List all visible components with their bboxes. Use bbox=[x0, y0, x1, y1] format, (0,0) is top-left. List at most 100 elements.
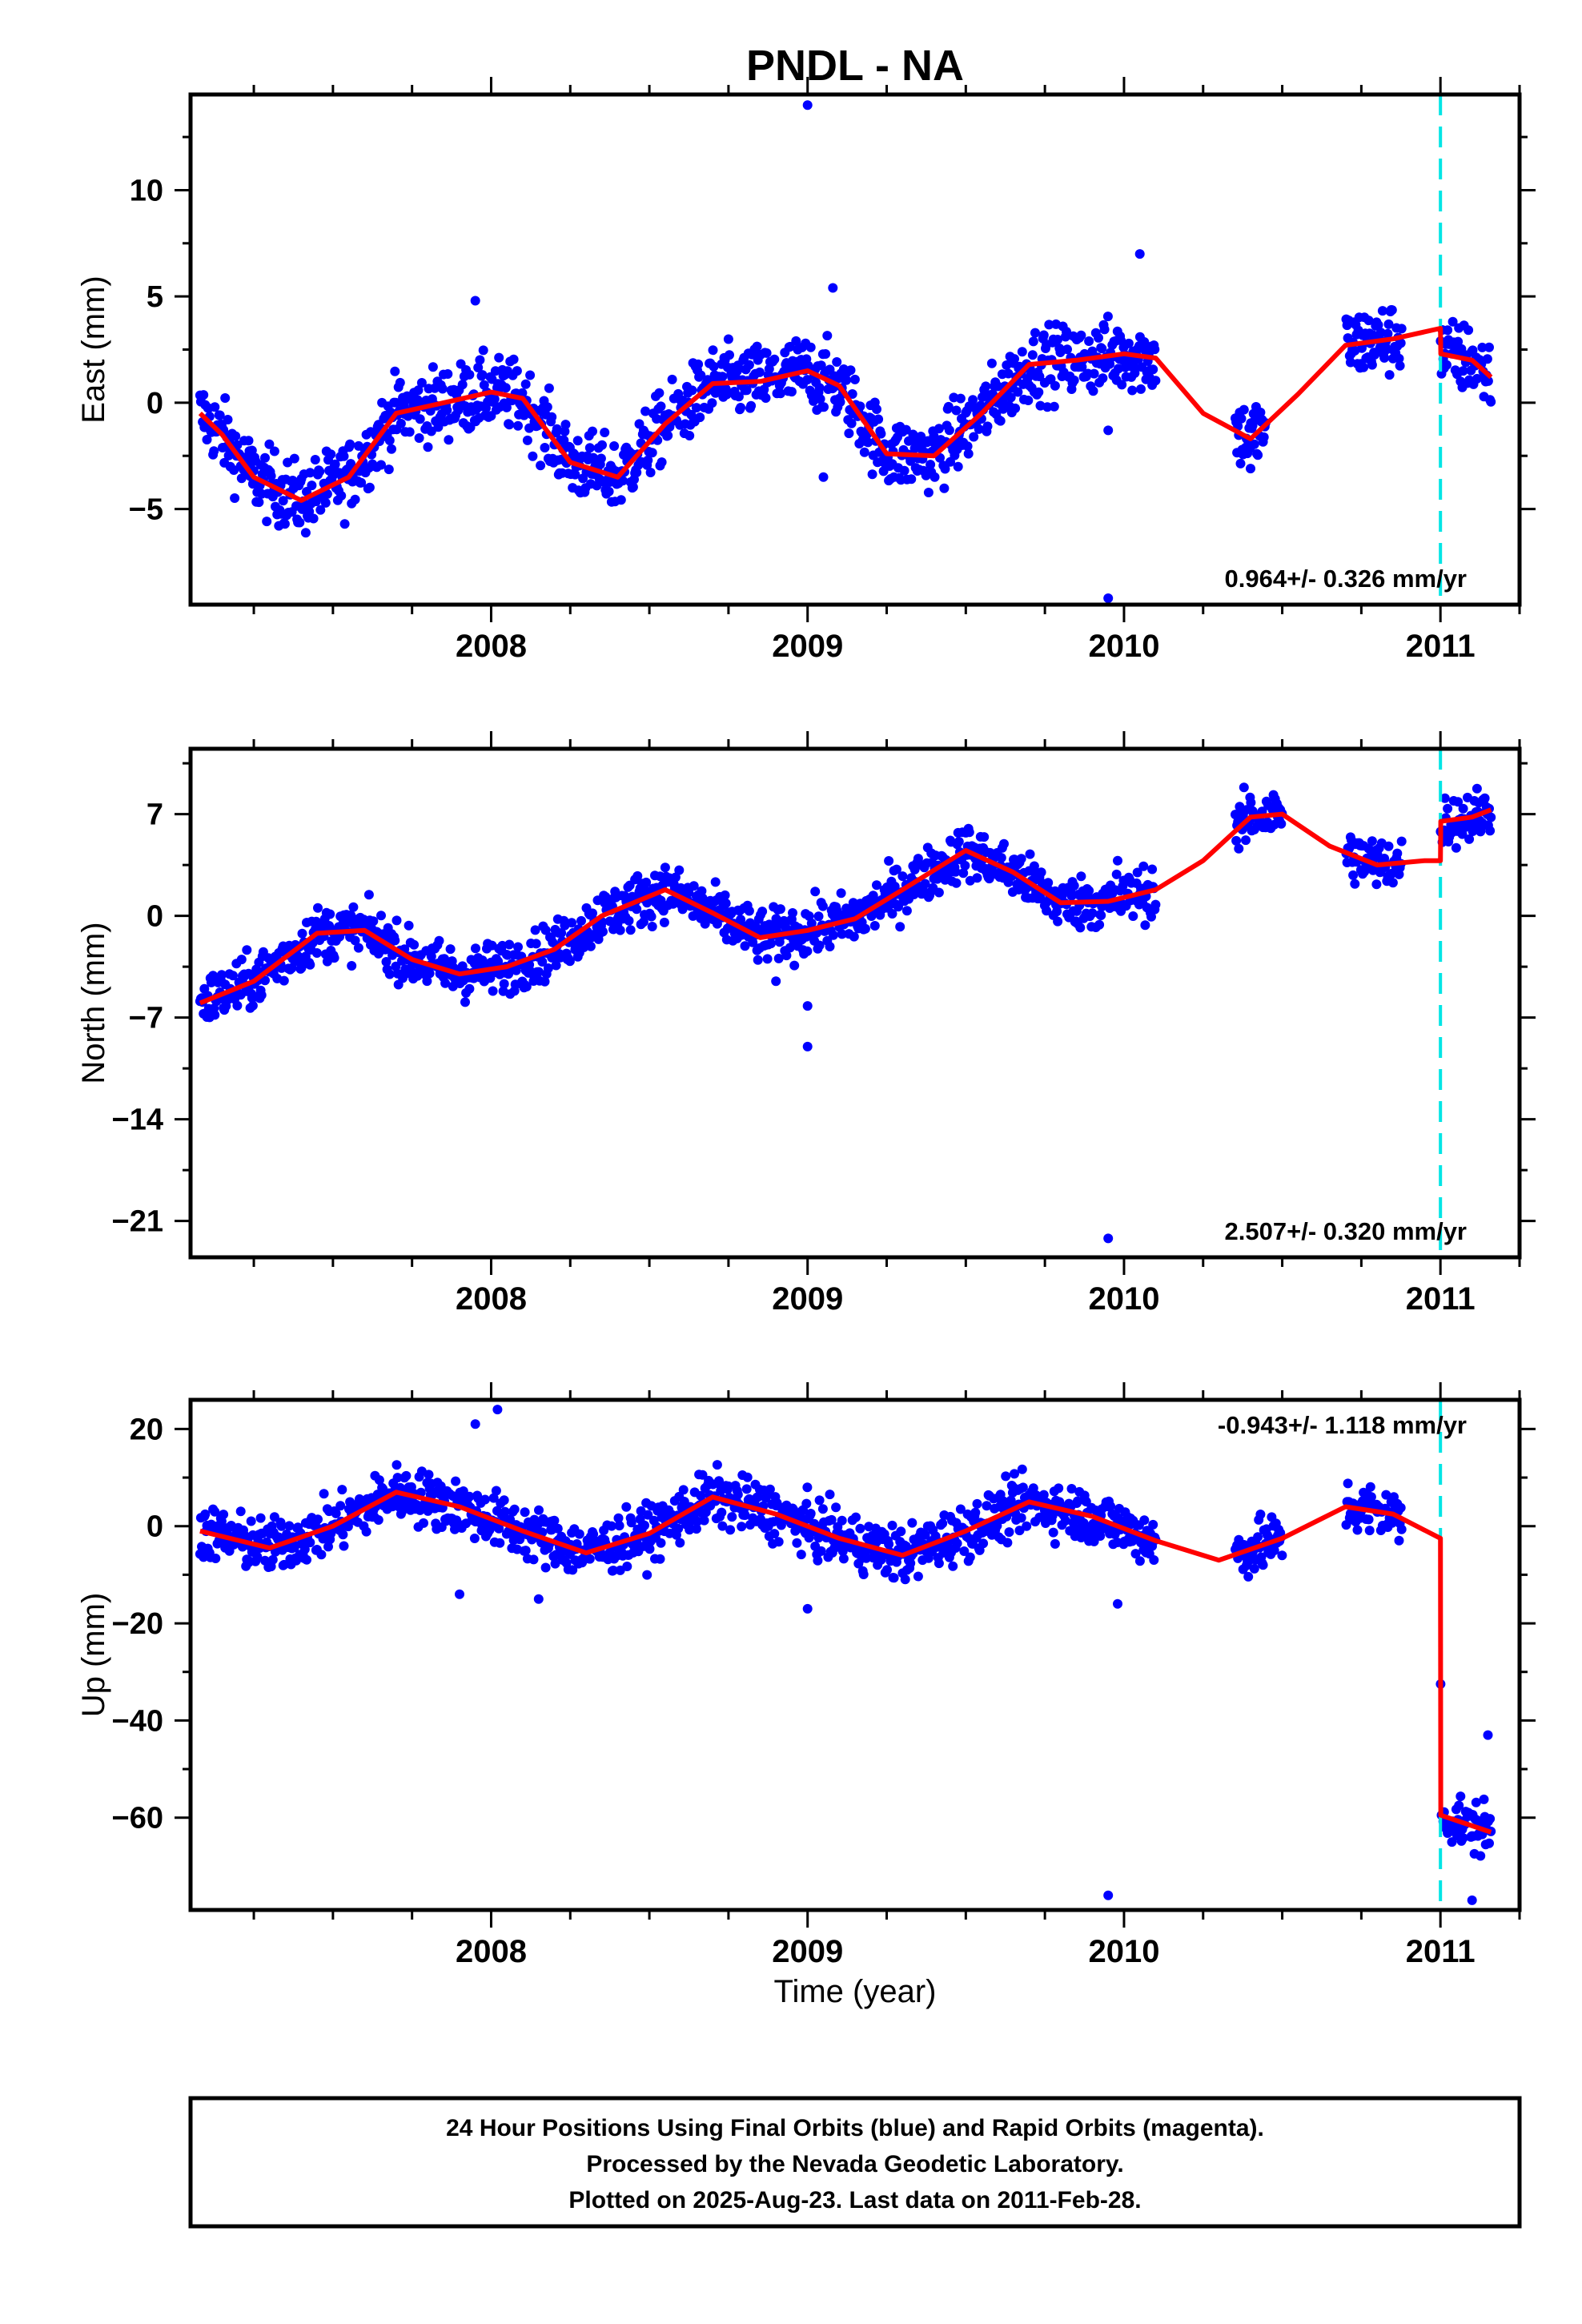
east-data-point bbox=[396, 418, 406, 428]
up-y-tick-label: −40 bbox=[112, 1704, 163, 1738]
east-data-point bbox=[1099, 324, 1110, 335]
north-data-point bbox=[1146, 911, 1156, 922]
north-data-point bbox=[1367, 836, 1377, 846]
north-data-point bbox=[540, 976, 550, 987]
north-data-point bbox=[720, 890, 730, 900]
up-data-point bbox=[900, 1574, 910, 1585]
north-data-point bbox=[789, 960, 800, 971]
east-data-point bbox=[1136, 384, 1146, 394]
up-data-point bbox=[955, 1504, 966, 1514]
north-rate-label: 2.507+/- 0.320 mm/yr bbox=[1225, 1217, 1467, 1245]
up-data-point bbox=[699, 1515, 709, 1526]
north-x-tick-label: 2008 bbox=[456, 1281, 527, 1317]
up-data-point bbox=[211, 1554, 221, 1563]
east-data-point bbox=[1049, 401, 1059, 412]
up-data-point bbox=[675, 1538, 685, 1548]
east-data-point bbox=[508, 354, 519, 364]
up-model-line bbox=[199, 1490, 1492, 1835]
north-x-tick-label: 2011 bbox=[1406, 1281, 1476, 1317]
east-data-point bbox=[1102, 312, 1113, 322]
up-data-point bbox=[210, 1506, 220, 1517]
east-data-point bbox=[752, 341, 762, 352]
north-data-point bbox=[242, 945, 252, 955]
north-data-point bbox=[1052, 907, 1062, 917]
north-data-point bbox=[1458, 803, 1468, 814]
north-data-point bbox=[773, 953, 784, 963]
east-data-point bbox=[725, 350, 734, 360]
east-data-point bbox=[308, 513, 319, 524]
east-data-point bbox=[339, 519, 350, 529]
north-data-point bbox=[817, 901, 828, 911]
east-data-point bbox=[1363, 316, 1374, 326]
up-data-point bbox=[655, 1554, 665, 1564]
east-data-point bbox=[944, 425, 954, 436]
up-data-point bbox=[970, 1507, 981, 1518]
north-data-point bbox=[1132, 867, 1142, 878]
north-data-point bbox=[504, 939, 515, 950]
east-data-point bbox=[1030, 328, 1040, 338]
up-x-tick-label: 2011 bbox=[1406, 1934, 1476, 1969]
east-data-point bbox=[1383, 328, 1393, 339]
east-data-point bbox=[1023, 396, 1034, 405]
east-data-point bbox=[1464, 325, 1474, 336]
east-x-tick-label: 2010 bbox=[1088, 629, 1159, 664]
up-data-point bbox=[907, 1518, 917, 1528]
east-y-tick-label: 10 bbox=[130, 174, 163, 207]
up-data-point bbox=[1034, 1512, 1045, 1522]
north-data-point bbox=[1443, 803, 1453, 814]
north-data-point bbox=[813, 911, 824, 922]
east-data-point bbox=[1123, 338, 1134, 348]
east-data-point bbox=[415, 414, 425, 424]
east-data-point bbox=[260, 452, 270, 463]
east-data-point bbox=[654, 388, 665, 398]
up-y-tick-label: 20 bbox=[130, 1413, 163, 1446]
east-data-point bbox=[663, 430, 673, 440]
east-data-point bbox=[1062, 327, 1071, 337]
up-data-point bbox=[1148, 1519, 1158, 1530]
east-data-point bbox=[278, 496, 288, 506]
up-data-point bbox=[920, 1530, 930, 1540]
up-data-point bbox=[235, 1506, 246, 1517]
east-data-point bbox=[404, 427, 415, 437]
north-data-point bbox=[1485, 826, 1496, 836]
north-data-point bbox=[744, 906, 754, 916]
up-data-point bbox=[887, 1520, 897, 1530]
north-data-point bbox=[656, 895, 666, 906]
north-data-point bbox=[684, 887, 694, 898]
east-data-point bbox=[846, 418, 857, 428]
north-data-point bbox=[1464, 834, 1475, 844]
up-data-point bbox=[500, 1506, 510, 1517]
up-data-point bbox=[905, 1558, 916, 1568]
up-data-point bbox=[1002, 1538, 1013, 1548]
east-data-point bbox=[283, 457, 293, 468]
east-data-point bbox=[215, 410, 225, 420]
north-data-point bbox=[893, 902, 903, 912]
up-data-point bbox=[896, 1526, 906, 1537]
east-data-point bbox=[981, 381, 991, 392]
up-data-point bbox=[717, 1507, 727, 1518]
east-data-point bbox=[513, 420, 523, 431]
up-data-point bbox=[1476, 1851, 1486, 1861]
north-data-point bbox=[1025, 849, 1035, 859]
east-data-point bbox=[572, 436, 583, 446]
east-data-point bbox=[1084, 336, 1094, 346]
east-data-point bbox=[819, 402, 829, 412]
east-data-point bbox=[279, 519, 290, 529]
up-data-point bbox=[584, 1554, 595, 1564]
up-data-point bbox=[274, 1532, 284, 1542]
east-data-point bbox=[570, 469, 580, 480]
east-data-point bbox=[955, 393, 966, 404]
east-data-point bbox=[464, 369, 475, 380]
east-data-point bbox=[1069, 375, 1079, 385]
east-outlier-point bbox=[828, 283, 838, 293]
east-data-point bbox=[867, 469, 877, 480]
east-data-point bbox=[802, 375, 813, 385]
north-data-point bbox=[750, 921, 761, 931]
east-data-point bbox=[791, 336, 801, 346]
east-data-point bbox=[876, 428, 886, 439]
east-data-point bbox=[1017, 347, 1027, 357]
up-data-point bbox=[769, 1529, 780, 1539]
east-data-point bbox=[1139, 337, 1150, 347]
east-data-point bbox=[916, 432, 926, 441]
